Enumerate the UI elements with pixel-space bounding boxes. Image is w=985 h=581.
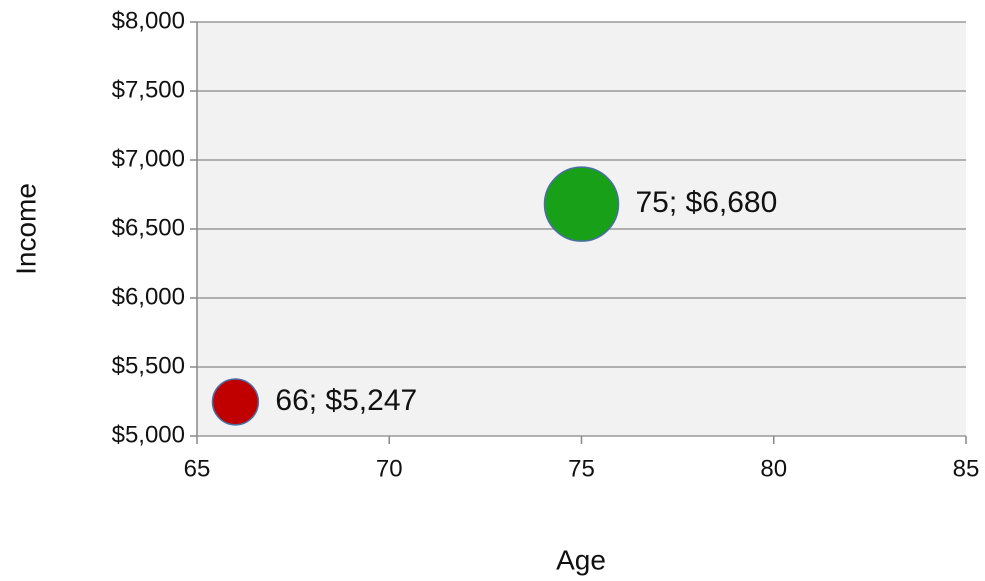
- y-tick-label: $6,000: [112, 283, 185, 310]
- x-tick-label: 75: [568, 455, 595, 482]
- x-axis-title: Age: [556, 544, 606, 575]
- x-tick-label: 70: [376, 455, 403, 482]
- data-label: 75; $6,680: [636, 186, 778, 219]
- x-tick-label: 80: [760, 455, 787, 482]
- y-tick-label: $7,000: [112, 145, 185, 172]
- y-tick-label: $5,000: [112, 421, 185, 448]
- data-label: 66; $5,247: [275, 384, 417, 417]
- y-tick-label: $7,500: [112, 76, 185, 103]
- y-tick-label: $6,500: [112, 214, 185, 241]
- bubble: [543, 166, 620, 242]
- x-tick-label: 65: [184, 455, 211, 482]
- x-tick-label: 85: [953, 455, 980, 482]
- y-axis-title: Income: [10, 183, 41, 275]
- y-tick-label: $8,000: [112, 7, 185, 34]
- bubble: [211, 378, 260, 426]
- y-tick-label: $5,500: [112, 352, 185, 379]
